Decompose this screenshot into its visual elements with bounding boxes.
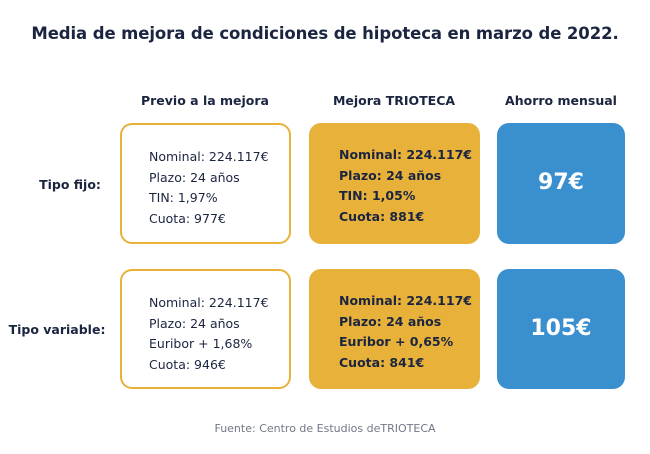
card-ahorro-variable: 105€ <box>497 269 625 389</box>
card-previo-variable: Nominal: 224.117€ Plazo: 24 años Euribor… <box>120 269 291 389</box>
row-label-tipo-variable: Tipo variable: <box>8 322 106 337</box>
card-ahorro-fijo: 97€ <box>497 123 625 244</box>
mejora-fijo-cuota: Cuota: 881€ <box>339 208 425 224</box>
previo-variable-nominal: Nominal: 224.117€ <box>149 295 269 310</box>
ahorro-variable-value: 105€ <box>530 315 592 341</box>
previo-fijo-nominal: Nominal: 224.117€ <box>149 149 269 164</box>
mejora-fijo-plazo: Plazo: 24 años <box>339 167 442 183</box>
mejora-variable-cuota: Cuota: 841€ <box>339 354 425 370</box>
column-header-ahorro: Ahorro mensual <box>505 93 617 108</box>
mejora-variable-plazo: Plazo: 24 años <box>339 313 442 329</box>
column-header-mejora: Mejora TRIOTECA <box>332 93 456 108</box>
card-mejora-variable: Nominal: 224.117€ Plazo: 24 años Euribor… <box>309 269 480 389</box>
previo-fijo-plazo: Plazo: 24 años <box>149 169 240 185</box>
source-note: Fuente: Centro de Estudios deTRIOTECA <box>214 422 436 435</box>
previo-variable-cuota: Cuota: 946€ <box>149 356 226 372</box>
mejora-fijo-tin: TIN: 1,05% <box>339 188 416 203</box>
mejora-variable-euribor: Euribor + 0,65% <box>339 334 454 349</box>
card-previo-fijo: Nominal: 224.117€ Plazo: 24 años TIN: 1,… <box>120 123 291 244</box>
previo-variable-euribor: Euribor + 1,68% <box>149 336 253 351</box>
card-mejora-fijo: Nominal: 224.117€ Plazo: 24 años TIN: 1,… <box>309 123 480 244</box>
mejora-fijo-nominal: Nominal: 224.117€ <box>339 147 472 162</box>
column-header-previo: Previo a la mejora <box>140 93 269 108</box>
previo-fijo-tin: TIN: 1,97% <box>149 190 218 205</box>
row-label-tipo-fijo: Tipo fijo: <box>39 177 101 192</box>
mejora-variable-nominal: Nominal: 224.117€ <box>339 293 472 308</box>
page-title: Media de mejora de condiciones de hipote… <box>31 24 619 43</box>
previo-variable-plazo: Plazo: 24 años <box>149 315 240 331</box>
previo-fijo-cuota: Cuota: 977€ <box>149 210 226 226</box>
ahorro-fijo-value: 97€ <box>538 170 584 196</box>
